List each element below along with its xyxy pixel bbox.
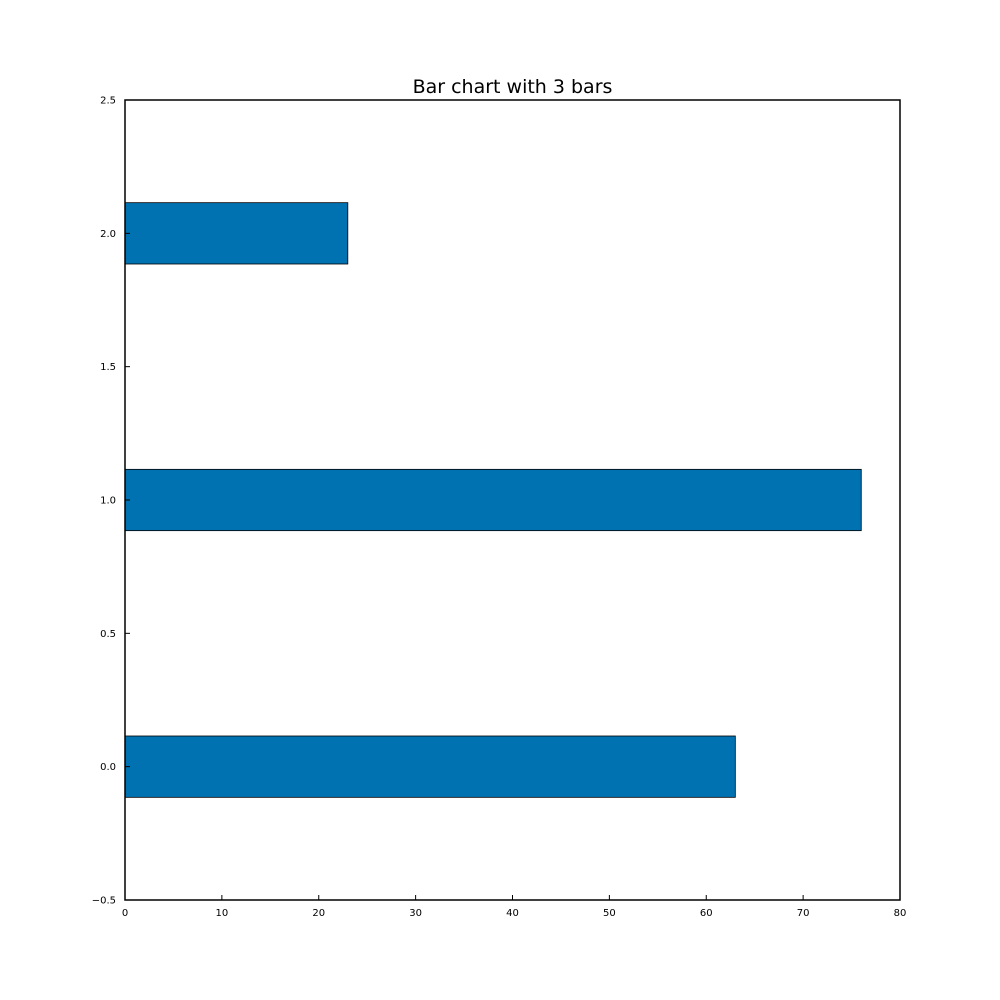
x-tick-label: 80 — [894, 908, 907, 919]
bar-1 — [124, 468, 862, 532]
x-tick-label: 30 — [409, 908, 422, 919]
y-tick-label: 0.0 — [100, 762, 116, 773]
bars-layer — [124, 202, 862, 798]
plot-frame — [124, 99, 901, 901]
bar-0 — [124, 735, 736, 798]
x-tick-label: 40 — [506, 908, 519, 919]
x-tick-label: 0 — [122, 908, 128, 919]
y-tick-label: 2.0 — [100, 229, 116, 240]
y-tick-label: 1.0 — [100, 496, 116, 507]
y-tick-label: 1.5 — [100, 362, 116, 373]
x-tick-label: 10 — [216, 908, 229, 919]
y-tick-label: 2.5 — [100, 96, 116, 107]
x-tick-label: 60 — [700, 908, 713, 919]
x-tick-label: 50 — [603, 908, 616, 919]
y-tick-label: −0.5 — [92, 896, 116, 907]
y-tick-label: 0.5 — [100, 629, 116, 640]
chart-title: Bar chart with 3 bars — [413, 76, 613, 98]
x-tick-label: 20 — [312, 908, 325, 919]
ticks-layer: 0 10 20 30 40 50 60 70 80 −0.5 0.0 0.5 1.0 1.5 2.0 2.5 — [92, 96, 907, 920]
bar-2 — [124, 202, 349, 265]
x-tick-label: 70 — [797, 908, 810, 919]
